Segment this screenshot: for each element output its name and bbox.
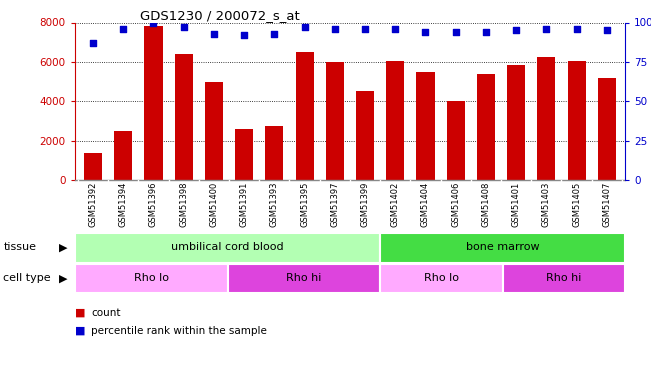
Bar	[380, 264, 503, 292]
Text: GSM51396: GSM51396	[149, 182, 158, 227]
Bar	[296, 52, 314, 180]
Text: percentile rank within the sample: percentile rank within the sample	[91, 326, 267, 336]
Bar	[75, 232, 380, 262]
Bar	[235, 129, 253, 180]
Bar	[84, 153, 102, 180]
Point	[329, 26, 340, 32]
Point	[178, 24, 189, 30]
Point	[390, 26, 400, 32]
Point	[511, 27, 521, 33]
Bar	[145, 26, 163, 180]
Text: GSM51405: GSM51405	[572, 182, 581, 227]
Bar	[380, 232, 625, 262]
Text: GSM51407: GSM51407	[602, 182, 611, 227]
Text: umbilical cord blood: umbilical cord blood	[171, 243, 284, 252]
Bar	[417, 72, 434, 180]
Point	[421, 29, 431, 35]
Text: GSM51402: GSM51402	[391, 182, 400, 227]
Text: GSM51392: GSM51392	[89, 182, 98, 227]
Text: GSM51395: GSM51395	[300, 182, 309, 227]
Bar	[228, 264, 380, 292]
Text: tissue: tissue	[3, 243, 36, 252]
Text: ■: ■	[75, 326, 85, 336]
Point	[360, 26, 370, 32]
Bar	[114, 131, 132, 180]
Text: Rho hi: Rho hi	[286, 273, 322, 284]
Text: GSM51406: GSM51406	[451, 182, 460, 227]
Bar	[507, 65, 525, 180]
Text: GDS1230 / 200072_s_at: GDS1230 / 200072_s_at	[140, 9, 299, 22]
Point	[269, 30, 279, 36]
Text: bone marrow: bone marrow	[466, 243, 540, 252]
Point	[572, 26, 582, 32]
Text: GSM51404: GSM51404	[421, 182, 430, 227]
Point	[450, 29, 461, 35]
Text: GSM51397: GSM51397	[330, 182, 339, 227]
Text: ▶: ▶	[59, 243, 67, 252]
Text: GSM51391: GSM51391	[240, 182, 249, 227]
Point	[148, 20, 159, 26]
Text: GSM51403: GSM51403	[542, 182, 551, 227]
Text: GSM51401: GSM51401	[512, 182, 521, 227]
Point	[239, 32, 249, 38]
Bar	[174, 54, 193, 180]
Bar	[265, 126, 283, 180]
Text: GSM51394: GSM51394	[118, 182, 128, 227]
Bar	[75, 264, 228, 292]
Text: GSM51400: GSM51400	[210, 182, 218, 227]
Bar	[356, 92, 374, 180]
Point	[541, 26, 551, 32]
Text: count: count	[91, 308, 120, 318]
Text: GSM51408: GSM51408	[482, 182, 490, 227]
Bar	[503, 264, 625, 292]
Bar	[568, 61, 586, 180]
Text: ■: ■	[75, 308, 85, 318]
Text: ▶: ▶	[59, 273, 67, 284]
Bar	[447, 101, 465, 180]
Bar	[598, 78, 616, 180]
Bar	[386, 61, 404, 180]
Bar	[537, 57, 555, 180]
Bar	[205, 82, 223, 180]
Bar	[326, 62, 344, 180]
Bar	[477, 74, 495, 180]
Text: GSM51398: GSM51398	[179, 182, 188, 227]
Text: cell type: cell type	[3, 273, 51, 284]
Text: GSM51393: GSM51393	[270, 182, 279, 227]
Text: Rho lo: Rho lo	[133, 273, 169, 284]
Point	[209, 30, 219, 36]
Point	[480, 29, 491, 35]
Point	[299, 24, 310, 30]
Text: Rho lo: Rho lo	[424, 273, 459, 284]
Text: Rho hi: Rho hi	[546, 273, 581, 284]
Text: GSM51399: GSM51399	[361, 182, 370, 227]
Point	[88, 40, 98, 46]
Point	[602, 27, 612, 33]
Point	[118, 26, 128, 32]
